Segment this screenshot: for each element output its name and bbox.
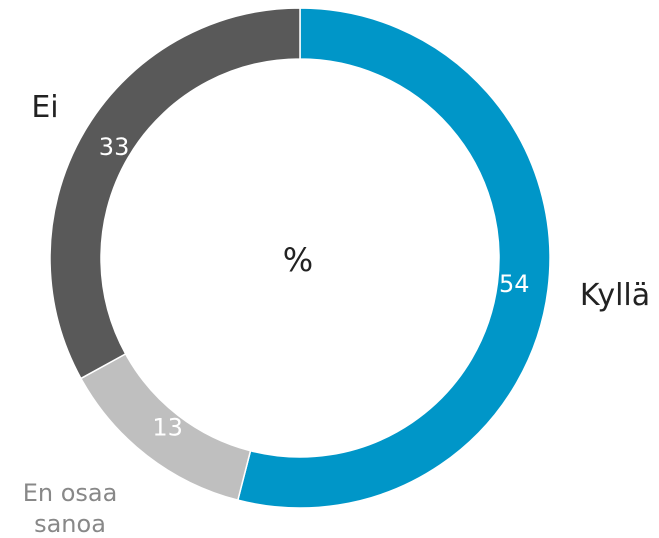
center-label: %: [283, 241, 313, 279]
value-label: 13: [152, 414, 183, 442]
value-label: 33: [99, 133, 130, 161]
donut-segment: [236, 7, 551, 509]
category-label: En osaa sanoa: [22, 479, 118, 538]
category-label: Kyllä: [579, 278, 651, 313]
category-label: Ei: [31, 90, 59, 125]
donut-segment: [49, 7, 301, 380]
value-label: 54: [499, 270, 530, 298]
